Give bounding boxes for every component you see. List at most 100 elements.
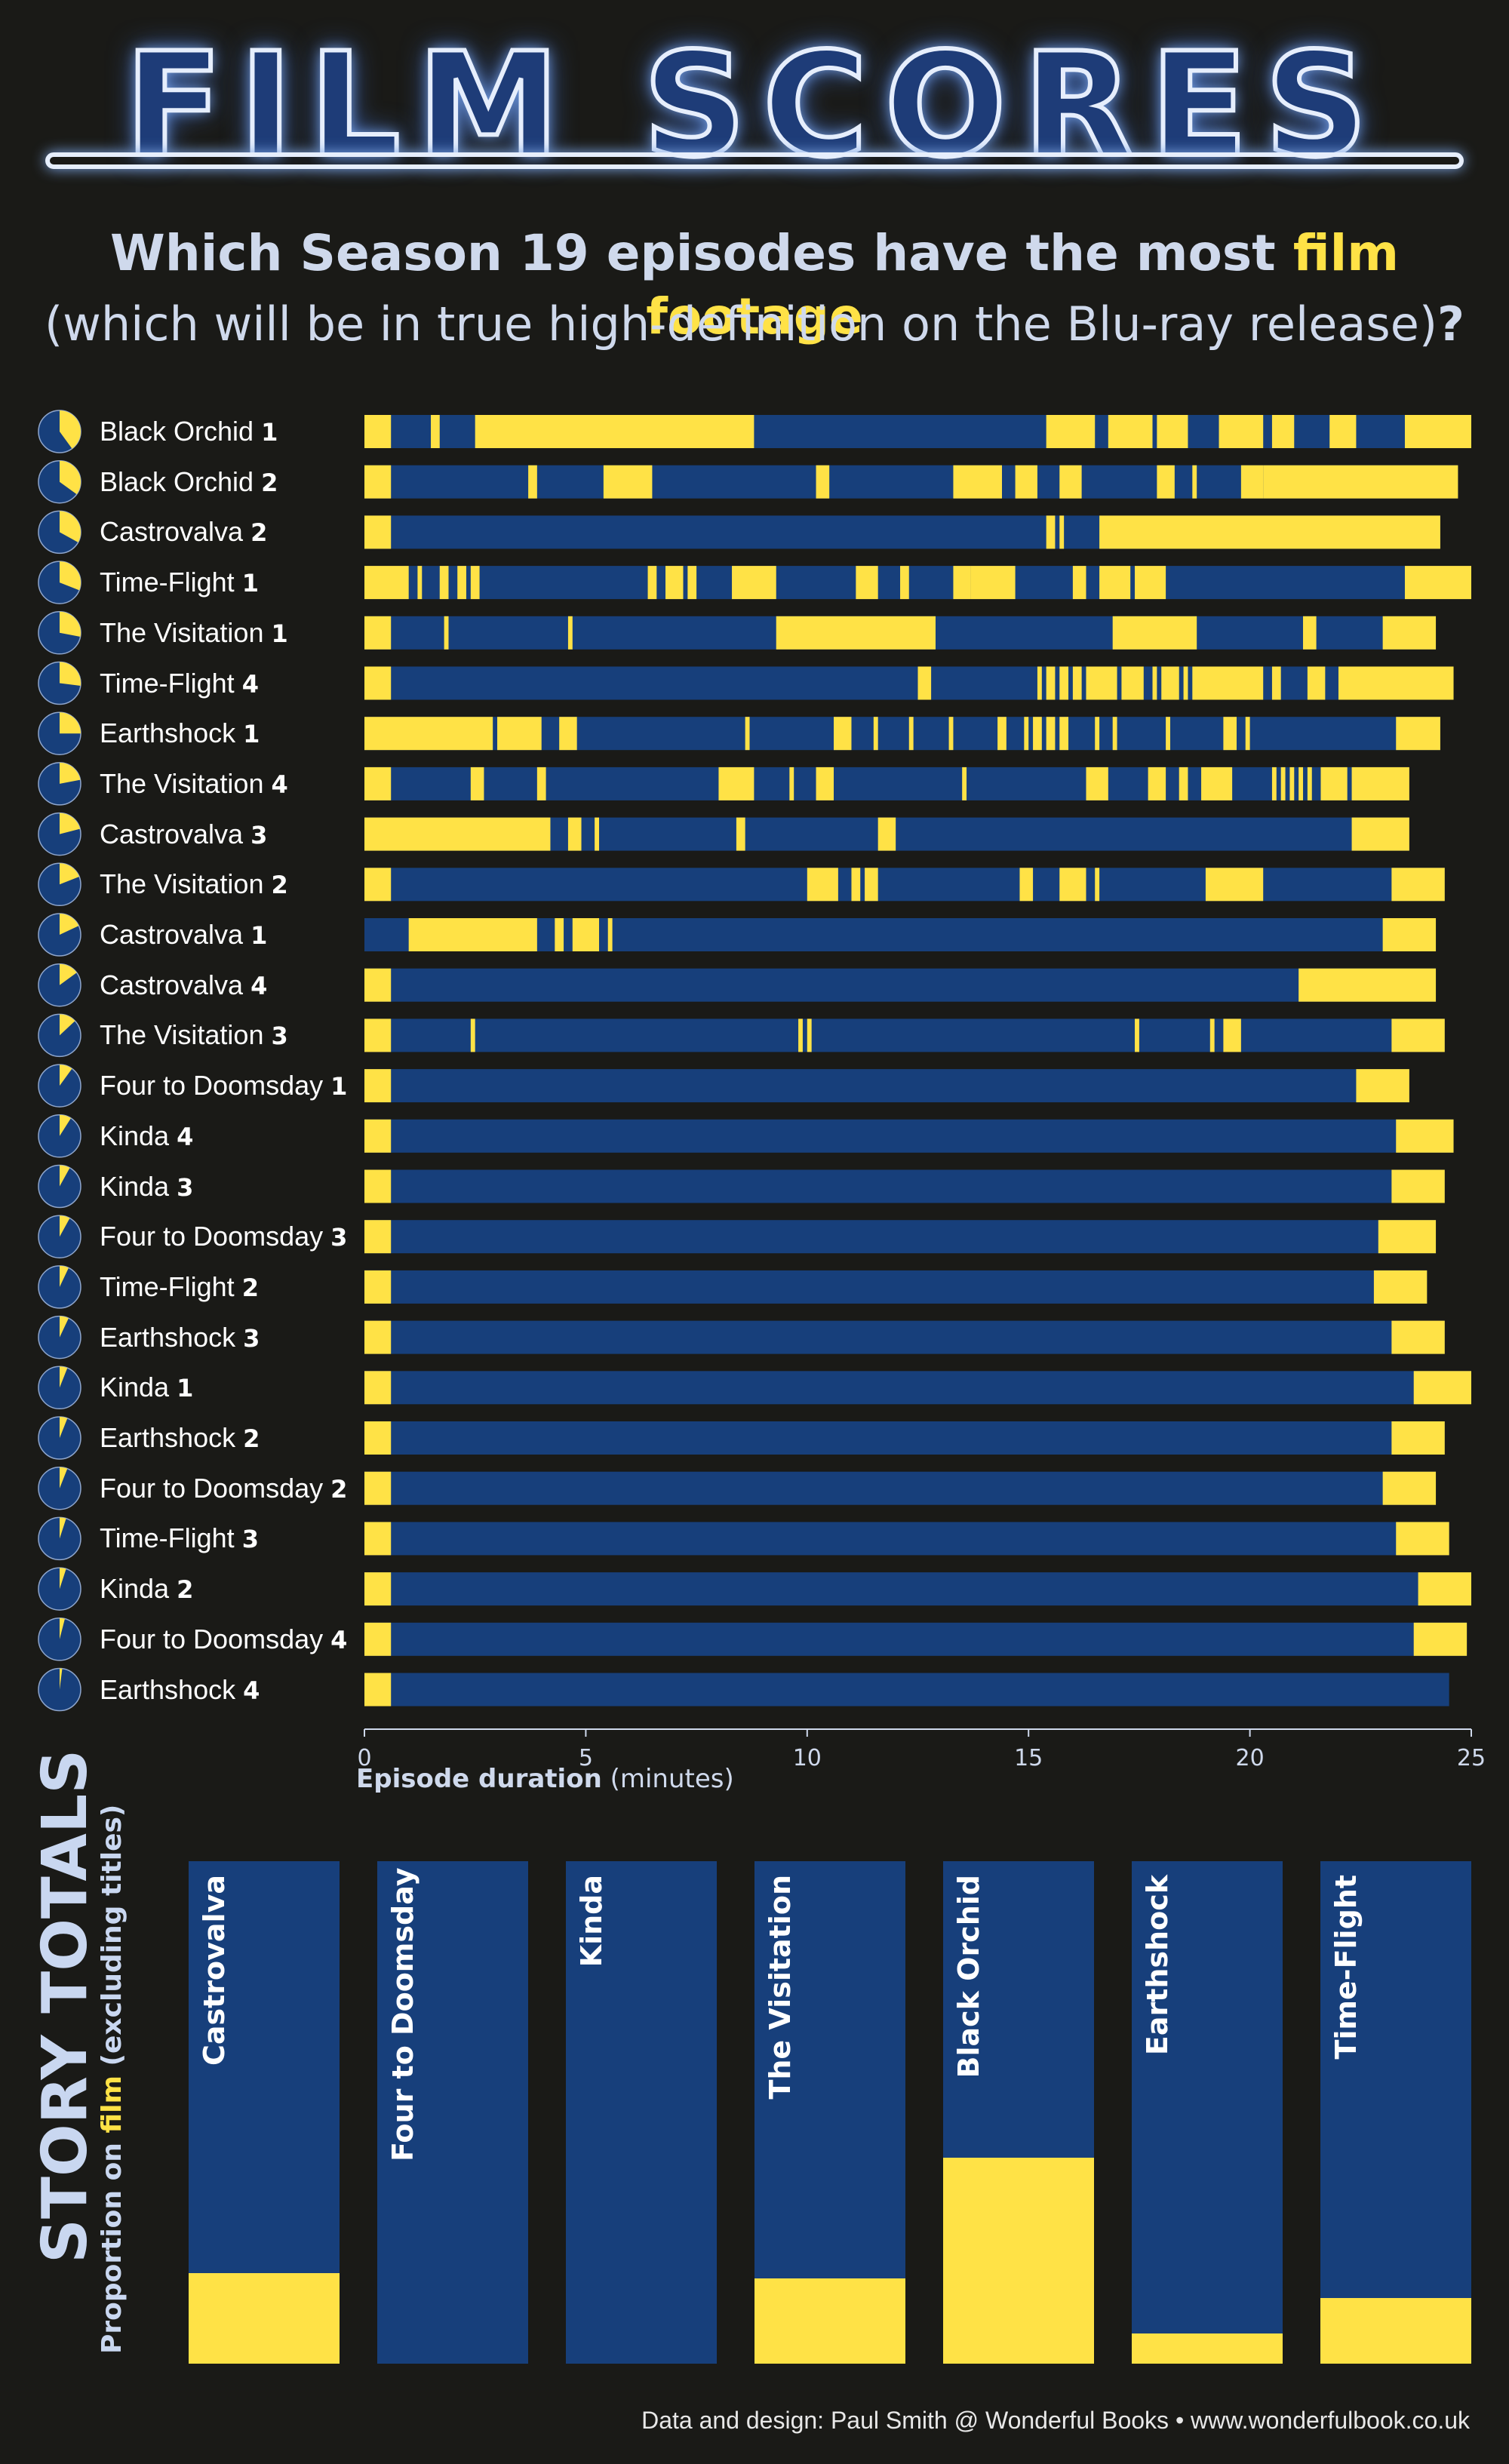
film-segment [865,868,878,902]
episode-part-number: 1 [241,569,259,598]
film-segment [1391,868,1445,902]
film-segment [1382,1471,1437,1505]
film-segment [1329,415,1357,448]
film-segment [970,566,1016,600]
film-segment [439,566,449,600]
film-segment [1307,767,1312,800]
film-segment [1179,767,1188,800]
episode-bar [364,1572,1471,1606]
film-segment [732,566,776,600]
film-segment [1046,666,1056,700]
story-total-bar [1320,1861,1471,2364]
story-total-bar [189,1861,340,2364]
film-segment [1166,717,1170,751]
film-segment [1298,767,1304,800]
film-segment [364,1169,392,1203]
film-share-slice [60,1114,72,1136]
episode-part-number: 1 [261,418,278,447]
episode-part-number: 2 [261,468,278,497]
episode-label: Castrovalva 2 [100,513,267,551]
episode-label: Time-Flight 3 [100,1519,259,1557]
episode-label: Four to Doomsday 2 [100,1470,347,1507]
episode-story-name: Kinda [100,1120,177,1151]
film-segment [1135,566,1166,600]
episode-label: Castrovalva 4 [100,966,267,1004]
episode-part-number: 1 [330,1072,348,1101]
film-segment [536,767,546,800]
x-axis-title-unit: (minutes) [610,1764,734,1794]
film-segment [1086,767,1108,800]
episode-part-number: 2 [250,518,268,548]
episode-story-name: Earthshock [100,1673,244,1705]
film-share-slice [60,410,81,449]
film-share-slice [60,1265,69,1287]
film-share-slice [60,561,81,591]
episode-story-name: Four to Doomsday [100,1070,331,1101]
film-segment [364,1018,392,1052]
film-segment [364,1320,392,1354]
story-film-fill [754,2278,905,2364]
film-segment [607,918,613,951]
episode-label: Earthshock 1 [100,714,260,752]
film-segment [1219,415,1264,448]
film-segment [997,717,1007,751]
episode-story-name: Four to Doomsday [100,1623,331,1654]
film-segment [1148,767,1166,800]
film-segment [364,1471,392,1505]
episode-bar [364,717,1440,751]
film-segment [851,868,861,902]
episode-bar [364,1220,1437,1254]
x-tick-label: 15 [1014,1745,1043,1771]
film-segment [877,817,896,851]
film-segment [364,616,392,650]
episode-label: Time-Flight 2 [100,1268,259,1306]
film-share-slice [60,1568,66,1590]
story-name-label: Time-Flight [1329,1875,1363,2060]
story-sub-prefix: Proportion on [97,2133,128,2354]
film-segment [1378,1220,1437,1254]
episode-bar [364,666,1454,700]
episode-chart: 0 5 10 15 20 25 [38,410,1486,1771]
film-segment [603,465,653,499]
film-segment [497,717,542,751]
film-share-slice [60,1366,68,1388]
episode-label: Earthshock 4 [100,1671,260,1709]
main-title: FILM SCORES [122,22,1385,189]
episode-part-number: 2 [330,1474,348,1504]
episode-bar [364,1119,1454,1153]
film-segment [1263,465,1458,499]
story-total-bar [1132,1861,1283,2364]
story-film-fill [1320,2298,1471,2364]
film-segment [1201,767,1233,800]
film-segment [364,1119,392,1153]
episode-story-name: Castrovalva [100,919,251,950]
film-segment [1033,717,1042,751]
film-share-slice [60,963,77,985]
episode-label: Kinda 2 [100,1570,193,1608]
episode-part-number: 2 [271,871,288,900]
film-segment [1382,918,1437,951]
episode-bar [364,1421,1445,1455]
subtitle-main-text: Which Season 19 episodes have the most [109,224,1293,282]
episode-part-number: 4 [241,669,259,699]
film-segment [647,566,657,600]
film-segment [1037,666,1042,700]
film-segment [1086,666,1117,700]
film-segment [528,465,537,499]
film-segment [559,717,577,751]
film-share-slice [60,1668,63,1690]
film-share-slice [60,712,81,734]
film-segment [1271,767,1277,800]
episode-bar [364,1069,1409,1103]
film-segment [1059,717,1069,751]
x-axis-title-bold: Episode duration [356,1764,602,1794]
film-share-slice [60,762,81,784]
episode-label: Castrovalva 3 [100,816,267,853]
episode-part-number: 3 [330,1223,348,1252]
film-segment [364,817,551,851]
subtitle-highlight: film footage [646,224,1400,346]
film-segment [1271,415,1295,448]
episode-story-name: Time-Flight [100,1270,242,1302]
episode-story-name: The Visitation [100,868,272,900]
episode-story-name: Kinda [100,1573,177,1605]
